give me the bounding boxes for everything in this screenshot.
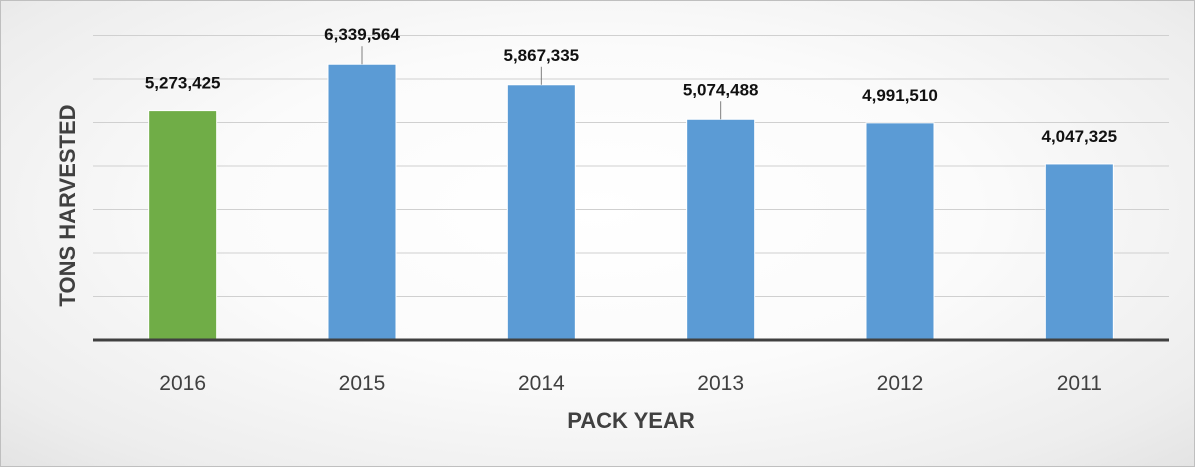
bar-2014: [506, 84, 576, 341]
bar-2012: [865, 122, 935, 341]
data-label-2014: 5,867,335: [504, 46, 580, 65]
data-label-2015: 6,339,564: [324, 25, 400, 44]
gridlines: [93, 35, 1169, 297]
bar-2016: [148, 110, 218, 341]
data-label-2011: 4,047,325: [1042, 127, 1118, 146]
y-axis-title: TONS HARVESTED: [55, 104, 80, 306]
x-tick-labels: 2016 2015 2014 2013 2012 2011: [159, 372, 1102, 395]
data-label-2013: 5,074,488: [683, 80, 759, 99]
x-tick-label: 2013: [697, 372, 744, 395]
x-tick-label: 2011: [1057, 372, 1102, 395]
data-labels: 5,273,425 6,339,564 5,867,335 5,074,488 4,99…: [145, 25, 1117, 146]
bar-2013: [686, 118, 756, 341]
data-label-2016: 5,273,425: [145, 74, 221, 93]
data-label-2012: 4,991,510: [862, 86, 938, 105]
bar-2015: [327, 63, 397, 341]
x-tick-label: 2014: [518, 372, 565, 395]
x-tick-label: 2015: [339, 372, 386, 395]
x-tick-label: 2016: [159, 372, 206, 395]
bar-2011: [1044, 163, 1114, 341]
bars: [148, 63, 1114, 341]
x-axis-title: PACK YEAR: [567, 408, 695, 433]
x-tick-label: 2012: [877, 372, 924, 395]
